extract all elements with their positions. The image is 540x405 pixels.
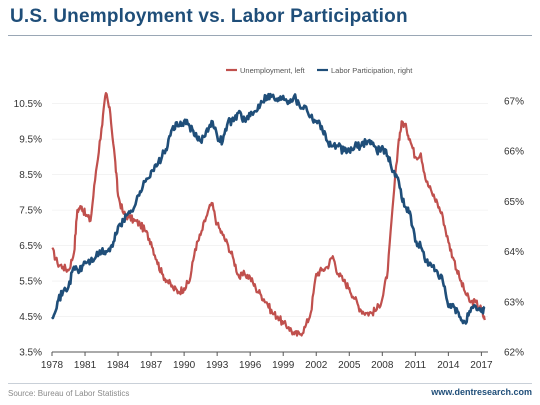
y-right-tick-label: 63% — [504, 297, 524, 308]
x-tick-label: 1978 — [41, 360, 64, 371]
x-tick-label: 2014 — [437, 360, 460, 371]
y-axis-right: 62% 63% 64% 65% 66% 67% — [504, 97, 524, 359]
y-left-tick-label: 9.5% — [19, 135, 42, 146]
y-left-tick-label: 7.5% — [19, 206, 42, 217]
x-tick-label: 1996 — [239, 360, 262, 371]
x-tick-label: 2011 — [405, 360, 427, 371]
x-tick-label: 1987 — [140, 360, 163, 371]
series-layer — [50, 92, 486, 337]
y-right-tick-label: 67% — [504, 97, 524, 108]
source-note: Source: Bureau of Labor Statistics — [8, 389, 130, 398]
x-axis: 1978 1981 1984 1987 1990 1993 1996 1999 2002 2005… — [41, 351, 493, 371]
labor-participation-line — [50, 92, 486, 325]
y-left-tick-label: 4.5% — [19, 312, 42, 323]
x-tick-label: 2008 — [371, 360, 394, 371]
y-left-tick-label: 8.5% — [19, 170, 42, 181]
x-tick-label: 1981 — [74, 360, 97, 371]
legend-participation-label: Labor Participation, right — [331, 66, 413, 75]
chart-title: U.S. Unemployment vs. Labor Participatio… — [10, 6, 408, 27]
legend-unemployment-label: Unemployment, left — [240, 66, 306, 75]
y-axis-left: 3.5% 4.5% 5.5% 6.5% 7.5% 8.5% 9.5% 10.5% — [14, 99, 42, 358]
x-tick-label: 2017 — [470, 360, 493, 371]
legend: Unemployment, left Labor Participation, r… — [226, 66, 413, 75]
x-tick-label: 2002 — [305, 360, 328, 371]
y-right-tick-label: 64% — [504, 247, 524, 258]
y-left-tick-label: 10.5% — [14, 99, 42, 110]
title-divider — [8, 35, 532, 36]
unemployment-line — [51, 92, 486, 337]
x-tick-label: 1993 — [206, 360, 229, 371]
y-left-tick-label: 6.5% — [19, 241, 42, 252]
y-left-tick-label: 3.5% — [19, 348, 42, 359]
footer-divider — [8, 383, 532, 384]
website-link[interactable]: www.dentresearch.com — [431, 387, 532, 397]
x-tick-label: 2005 — [338, 360, 361, 371]
x-tick-label: 1984 — [107, 360, 130, 371]
y-right-tick-label: 65% — [504, 197, 524, 208]
y-right-tick-label: 62% — [504, 348, 524, 359]
y-left-tick-label: 5.5% — [19, 277, 42, 288]
y-right-tick-label: 66% — [504, 147, 524, 158]
x-tick-label: 1999 — [272, 360, 295, 371]
x-tick-label: 1990 — [173, 360, 196, 371]
